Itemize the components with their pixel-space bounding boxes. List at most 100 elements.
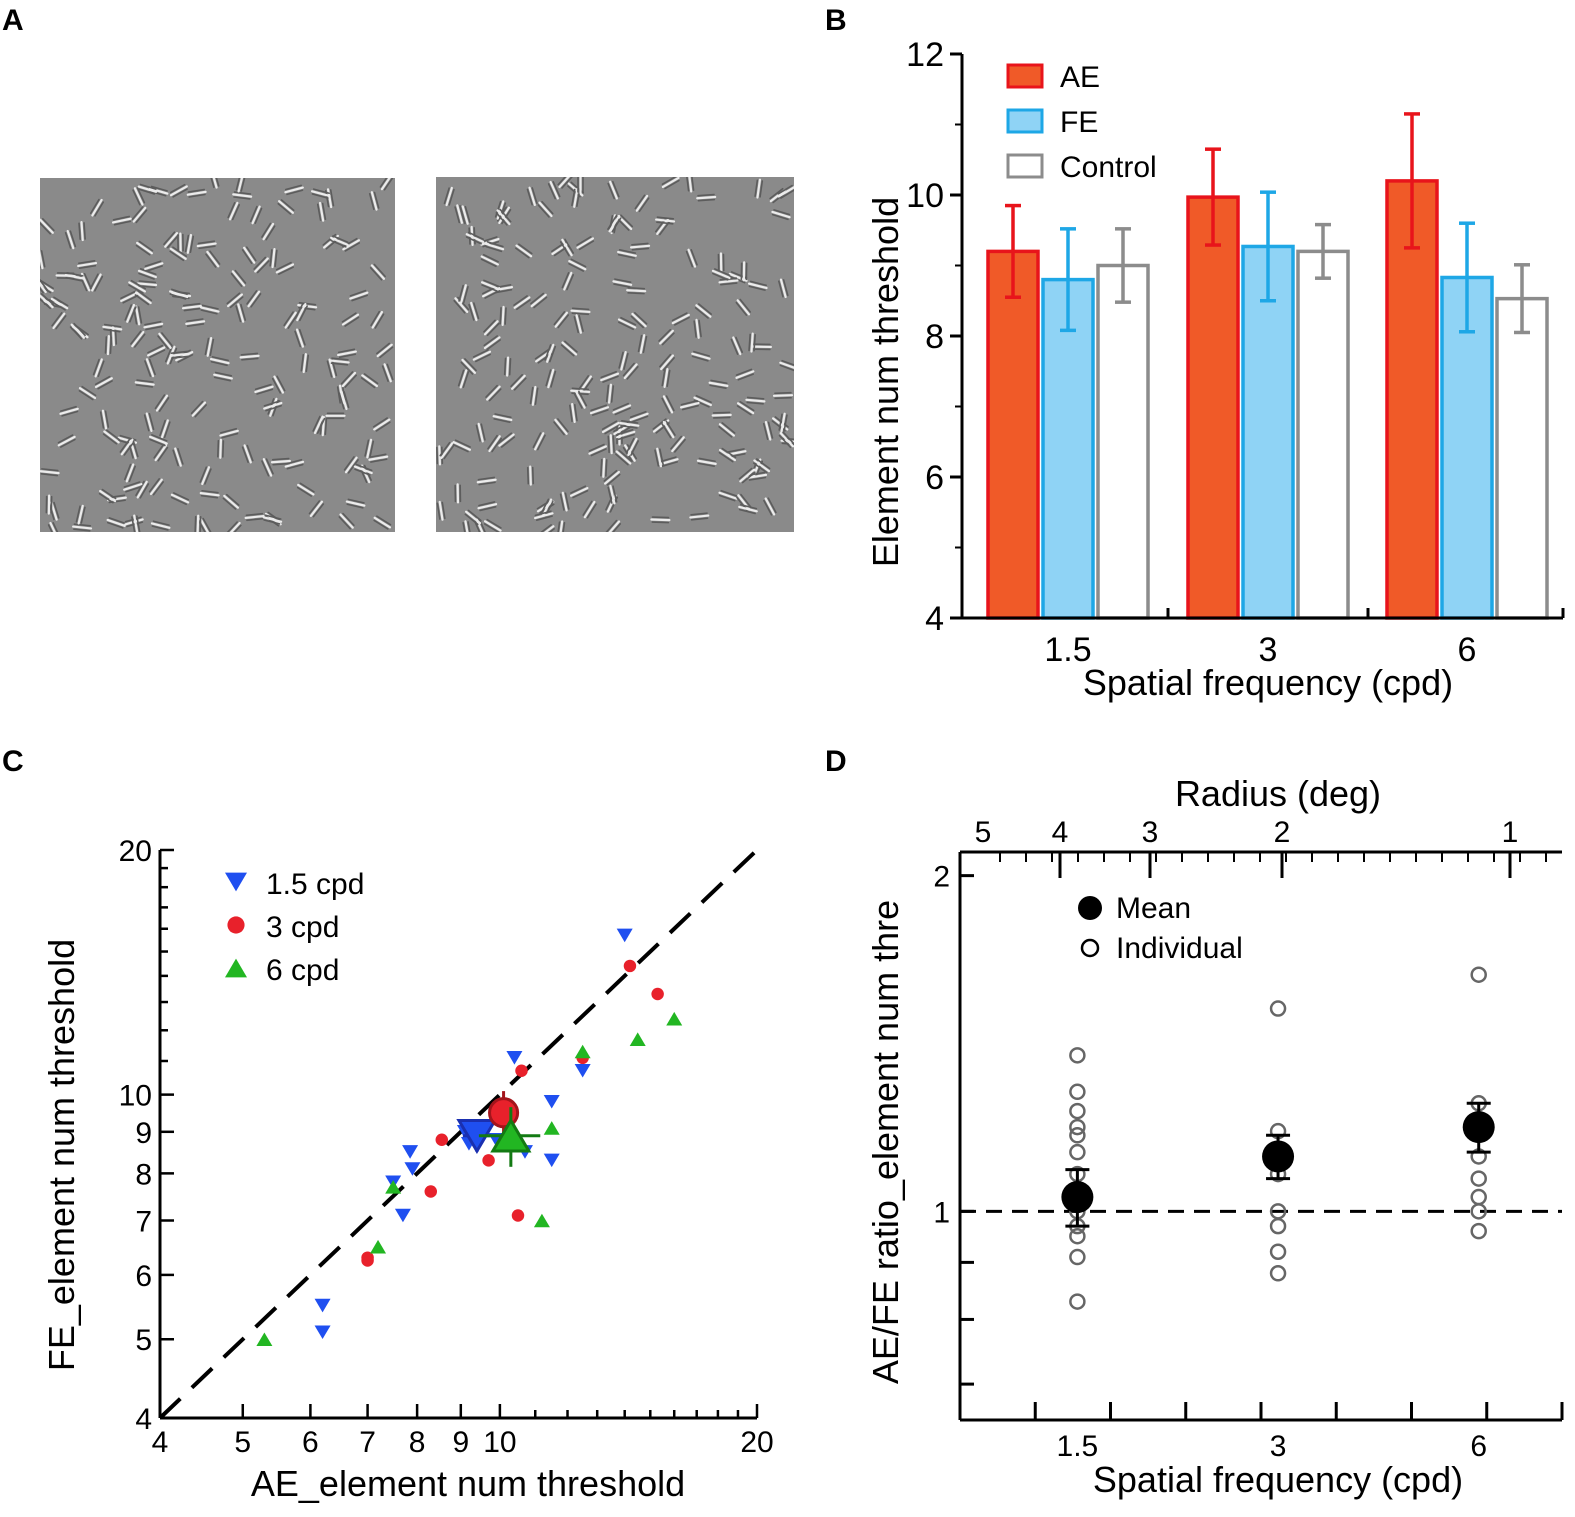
gabor-element: [650, 516, 671, 524]
mean-point: [490, 1117, 532, 1153]
gabor-element: [343, 456, 359, 474]
gabor-element: [560, 340, 578, 357]
y-tick-label: 9: [135, 1117, 152, 1150]
gabor-element: [607, 214, 622, 233]
gabor-element: [617, 248, 637, 259]
data-point: [515, 1064, 528, 1077]
x-tick-label: 6: [1458, 631, 1477, 669]
gabor-element: [154, 394, 170, 412]
gabor-element: [603, 469, 621, 486]
gabor-element: [462, 520, 472, 532]
data-point: [314, 1325, 331, 1340]
gabor-element: [169, 183, 188, 198]
gabor-element: [72, 523, 93, 532]
gabor-element: [253, 256, 270, 274]
gabor-element: [735, 368, 755, 381]
individual-point: [1069, 1227, 1086, 1245]
mean-point: [1061, 1181, 1094, 1214]
gabor-element: [40, 468, 60, 477]
gabor-element: [98, 488, 117, 504]
gabor-element: [123, 481, 143, 493]
gabor-element: [465, 231, 485, 245]
gabor-element: [69, 322, 86, 340]
data-point: [651, 987, 664, 1001]
data-point: [424, 1185, 438, 1198]
gabor-element: [78, 221, 86, 242]
gabor-element: [369, 263, 386, 281]
gabor-element: [230, 269, 247, 287]
gabor-element: [464, 509, 482, 526]
gabor-element: [779, 359, 794, 372]
gabor-element: [573, 390, 588, 409]
gabor-element: [483, 319, 500, 337]
gabor-element: [439, 441, 455, 460]
gabor-element: [368, 191, 380, 211]
gabor-element: [487, 434, 503, 453]
gabor-element: [169, 350, 190, 359]
gabor-element: [59, 405, 79, 417]
gabor-element: [225, 521, 242, 532]
gabor-element: [740, 261, 748, 282]
legend-label: Individual: [1116, 932, 1243, 965]
gabor-element: [454, 483, 462, 504]
x-tick-label: 1.5: [1044, 631, 1091, 669]
individual-point: [1470, 1188, 1487, 1206]
data-point: [256, 1332, 273, 1347]
gabor-element: [181, 302, 203, 312]
gabor-element: [778, 431, 794, 449]
gabor-element: [199, 466, 212, 486]
gabor-element: [625, 437, 640, 457]
gabor-element: [364, 438, 375, 459]
gabor-element: [78, 385, 97, 401]
y-tick-label: 8: [135, 1158, 152, 1191]
individual-point: [1269, 1243, 1287, 1260]
y-tick-label: 4: [135, 1403, 152, 1436]
gabor-element: [612, 278, 633, 288]
gabor-element: [495, 208, 512, 226]
gabor-element: [172, 447, 184, 467]
gabor-element: [526, 465, 535, 486]
gabor-element: [748, 332, 756, 353]
gabor-element: [534, 510, 554, 521]
gabor-element: [588, 443, 608, 457]
legend-swatch-control: [1006, 153, 1044, 179]
gabor-element: [128, 279, 147, 294]
gabor-element: [134, 379, 155, 388]
gabor-element: [510, 374, 527, 391]
gabor-element: [370, 310, 385, 329]
gabor-element: [691, 350, 711, 362]
y-tick-label: 10: [119, 1080, 152, 1113]
y-axis-label: AE/FE ratio_element num thre: [865, 900, 906, 1384]
gabor-element: [460, 358, 477, 375]
gabor-element: [626, 286, 647, 295]
x-tick-label: 3: [1270, 1430, 1287, 1463]
gabor-element: [718, 277, 739, 286]
gabor-element: [472, 349, 492, 363]
individual-point: [1069, 1248, 1086, 1266]
gabor-element: [513, 295, 531, 311]
gabor-element: [163, 231, 180, 249]
legend-label: 3 cpd: [266, 911, 339, 944]
gabor-element: [475, 422, 486, 443]
gabor-element: [634, 194, 650, 213]
bar-ae-3: [1186, 195, 1240, 620]
gabor-element: [312, 415, 326, 435]
gabor-element: [131, 206, 148, 224]
gabor-element: [40, 249, 46, 270]
legend-label-fe: FE: [1060, 106, 1098, 139]
gabor-element: [763, 497, 777, 516]
data-point: [361, 1254, 374, 1267]
gabor-element: [747, 280, 768, 291]
y-tick-label: 6: [925, 459, 944, 497]
gabor-element: [120, 290, 139, 304]
mean-point: [1262, 1140, 1295, 1173]
gabor-element: [204, 336, 215, 357]
y-tick-label: 20: [119, 835, 152, 868]
gabor-field-right: [436, 177, 794, 532]
gabor-element: [526, 186, 538, 207]
gabor-element: [615, 449, 632, 466]
gabor-element: [219, 427, 239, 439]
gabor-element: [185, 318, 206, 327]
gabor-element: [484, 241, 505, 253]
gabor-element: [659, 353, 675, 371]
